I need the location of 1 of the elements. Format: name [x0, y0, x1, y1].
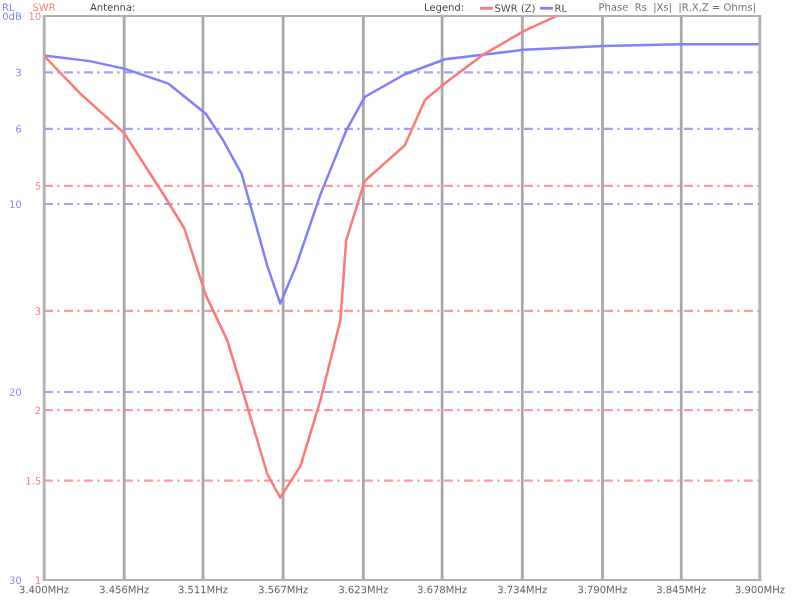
line-series: [44, 42, 760, 305]
